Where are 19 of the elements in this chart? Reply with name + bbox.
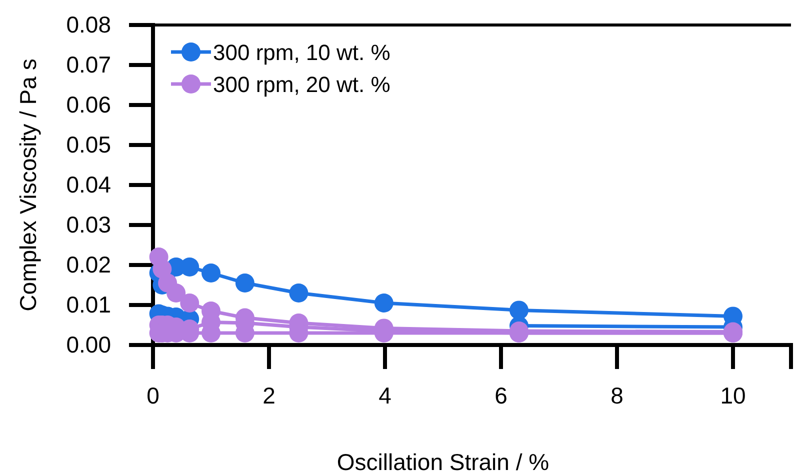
y-axis-title: Complex Viscosity / Pa s [15,58,41,312]
x-axis-title: Oscillation Strain / % [336,449,550,475]
legend-label: 300 rpm, 20 wt. % [213,72,390,97]
y-tick-label: 0.07 [66,51,111,78]
y-tick-label: 0.06 [66,91,111,118]
y-tick-label: 0.00 [66,331,111,358]
x-tick-label: 2 [262,382,276,408]
x-tick-label: 8 [610,382,624,408]
y-tick-label: 0.08 [66,11,111,38]
y-tick-label: 0.03 [66,211,111,238]
x-tick-label: 4 [378,382,392,408]
y-tick-label: 0.04 [66,171,112,198]
legend-label: 300 rpm, 10 wt. % [213,40,390,65]
y-tick-label: 0.05 [66,131,111,158]
x-tick-label: 10 [720,382,746,408]
x-tick-label: 0 [146,382,160,408]
y-tick-label: 0.01 [66,291,111,318]
y-tick-label: 0.02 [66,251,111,278]
x-tick-label: 6 [494,382,508,408]
